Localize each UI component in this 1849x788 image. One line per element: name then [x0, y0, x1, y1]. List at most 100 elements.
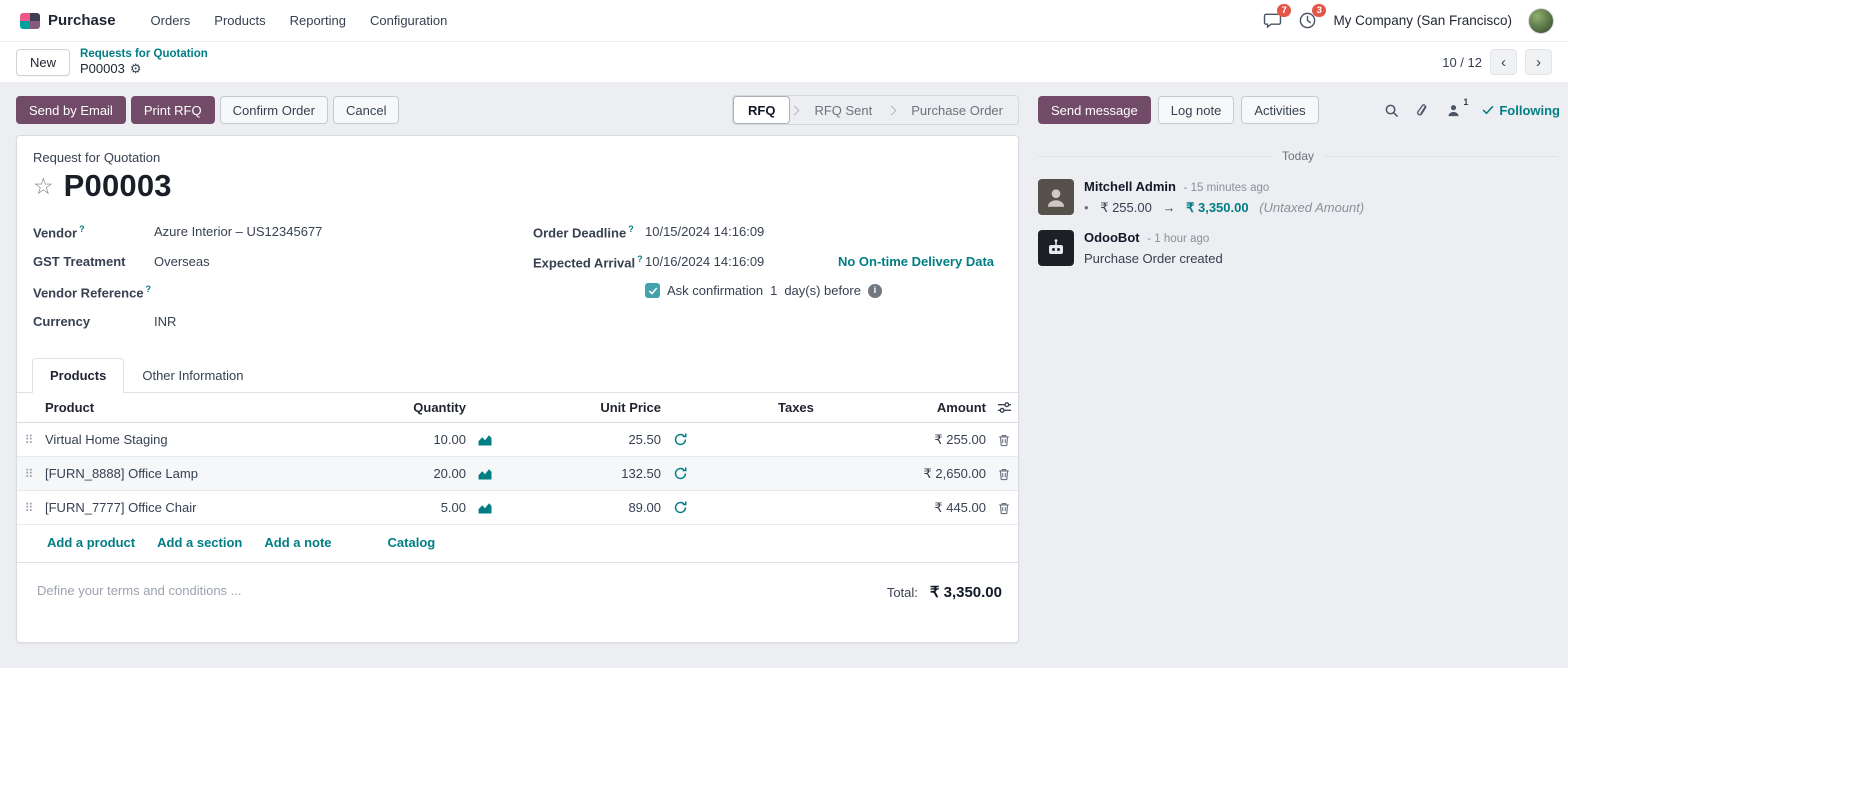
confirmation-days-input[interactable]: 1: [770, 283, 778, 298]
price-history-icon[interactable]: [661, 500, 699, 515]
drag-handle-icon[interactable]: ⠿: [24, 466, 34, 481]
add-a-product-link[interactable]: Add a product: [47, 535, 136, 550]
expected-arrival-label: Expected Arrival?: [533, 253, 643, 270]
user-avatar[interactable]: [1528, 7, 1554, 34]
product-header[interactable]: Product: [45, 400, 95, 415]
confirm-order-button[interactable]: Confirm Order: [219, 96, 328, 124]
unit-price-cell[interactable]: 132.50: [621, 466, 661, 481]
gst-treatment-value[interactable]: Overseas: [154, 253, 210, 269]
help-icon: ?: [628, 223, 634, 234]
unit-price-cell[interactable]: 25.50: [628, 432, 661, 447]
company-switcher[interactable]: My Company (San Francisco): [1333, 13, 1512, 28]
product-cell[interactable]: Virtual Home Staging: [45, 432, 168, 447]
pager-previous-icon[interactable]: ‹: [1490, 49, 1517, 75]
forecast-icon[interactable]: [466, 466, 504, 482]
quantity-cell[interactable]: 5.00: [440, 500, 466, 515]
optional-columns-icon[interactable]: [990, 400, 1018, 415]
product-cell[interactable]: [FURN_8888] Office Lamp: [45, 466, 198, 481]
clock-icon: [1300, 12, 1316, 29]
pager-next-icon[interactable]: ›: [1525, 49, 1552, 75]
tracking-field-name: (Untaxed Amount): [1259, 199, 1365, 215]
control-panel: Send by Email Print RFQ Confirm Order Ca…: [0, 95, 1568, 125]
table-row: ⠿ Virtual Home Staging 10.00 25.50 ₹ 255…: [17, 423, 1018, 457]
order-deadline-value[interactable]: 10/15/2024 14:16:09: [645, 223, 765, 239]
log-note-button[interactable]: Log note: [1157, 96, 1235, 124]
menu-configuration[interactable]: Configuration: [369, 13, 448, 28]
drag-handle-icon[interactable]: ⠿: [24, 432, 34, 447]
delete-row-icon[interactable]: [990, 433, 1018, 447]
search-messages-icon[interactable]: [1384, 103, 1399, 118]
ask-confirmation-row: Ask confirmation 1 day(s) before i: [645, 278, 1002, 303]
drag-handle-icon[interactable]: ⠿: [24, 500, 34, 515]
chatter-icons: 1: [1384, 97, 1468, 118]
price-history-icon[interactable]: [661, 466, 699, 481]
add-a-section-link[interactable]: Add a section: [157, 535, 243, 550]
tracking-old-value: ₹ 255.00: [1100, 199, 1152, 215]
gear-icon[interactable]: ⚙: [129, 61, 142, 77]
breadcrumb-parent-link[interactable]: Requests for Quotation: [80, 47, 208, 60]
price-history-icon[interactable]: [661, 432, 699, 447]
cancel-button[interactable]: Cancel: [332, 96, 400, 124]
status-rfq[interactable]: RFQ: [732, 96, 791, 124]
status-rfq-sent[interactable]: RFQ Sent: [814, 102, 873, 118]
doc-type-label: Request for Quotation: [33, 150, 161, 165]
forecast-icon[interactable]: [466, 432, 504, 448]
expected-arrival-value[interactable]: 10/16/2024 14:16:09: [645, 253, 765, 269]
messages-icon[interactable]: 7: [1263, 4, 1292, 30]
menu-products[interactable]: Products: [214, 13, 266, 28]
tab-products[interactable]: Products: [32, 358, 125, 393]
info-icon[interactable]: i: [867, 283, 882, 298]
pager-value[interactable]: 10 / 12: [1442, 54, 1482, 70]
favorite-star-icon[interactable]: ☆: [33, 172, 54, 199]
new-button[interactable]: New: [16, 48, 71, 76]
taxes-cell[interactable]: [699, 433, 899, 446]
fields-left-column: Vendor? Azure Interior – US12345677 GST …: [33, 218, 533, 338]
vendor-value[interactable]: Azure Interior – US12345677: [154, 223, 323, 239]
status-purchase-order[interactable]: Purchase Order: [911, 102, 1003, 118]
tab-other-information[interactable]: Other Information: [142, 368, 244, 383]
taxes-cell[interactable]: [699, 501, 899, 514]
menu-reporting[interactable]: Reporting: [289, 13, 346, 28]
currency-value[interactable]: INR: [154, 313, 177, 329]
catalog-link[interactable]: Catalog: [387, 535, 436, 550]
print-rfq-button[interactable]: Print RFQ: [130, 96, 215, 124]
delete-row-icon[interactable]: [990, 467, 1018, 481]
help-icon: ?: [145, 283, 152, 294]
amount-cell: ₹ 255.00: [934, 431, 986, 447]
terms-and-conditions-input[interactable]: Define your terms and conditions ...: [37, 583, 242, 598]
nav-right: 7 3 My Company (San Francisco): [1263, 4, 1554, 34]
chevron-right-icon: [789, 105, 800, 115]
delete-row-icon[interactable]: [990, 501, 1018, 515]
activities-icon[interactable]: 3: [1298, 4, 1327, 30]
activities-button[interactable]: Activities: [1241, 96, 1319, 124]
currency-field: Currency INR: [33, 308, 533, 338]
followers-icon[interactable]: 1: [1446, 97, 1468, 118]
chatter-message: Mitchell Admin - 15 minutes ago • ₹ 255.…: [1038, 179, 1558, 216]
send-by-email-button[interactable]: Send by Email: [16, 96, 126, 124]
following-toggle[interactable]: Following: [1482, 103, 1560, 118]
check-icon: [1483, 105, 1494, 115]
attachment-icon[interactable]: [1415, 103, 1430, 118]
forecast-icon[interactable]: [466, 500, 504, 516]
breadcrumb: Requests for Quotation P00003 ⚙: [80, 47, 208, 78]
vendor-reference-label: Vendor Reference?: [33, 283, 152, 300]
taxes-cell[interactable]: [699, 467, 899, 480]
record-pager: 10 / 12 ‹ ›: [1442, 49, 1552, 75]
gst-treatment-label: GST Treatment: [33, 253, 126, 269]
product-cell[interactable]: [FURN_7777] Office Chair: [45, 500, 197, 515]
app-switcher[interactable]: Purchase: [14, 8, 122, 33]
ask-confirmation-checkbox[interactable]: [645, 283, 660, 298]
add-a-note-link[interactable]: Add a note: [264, 535, 332, 550]
terms-total-row: Define your terms and conditions ... Tot…: [33, 563, 1002, 601]
amount-header[interactable]: Amount: [936, 400, 986, 415]
unit-price-cell[interactable]: 89.00: [628, 500, 661, 515]
quantity-header[interactable]: Quantity: [413, 400, 466, 415]
unit-price-header[interactable]: Unit Price: [600, 400, 661, 415]
send-message-button[interactable]: Send message: [1038, 96, 1151, 124]
taxes-header[interactable]: Taxes: [778, 400, 814, 415]
on-time-delivery-link[interactable]: No On-time Delivery Data: [837, 253, 994, 269]
quantity-cell[interactable]: 20.00: [433, 466, 466, 481]
menu-orders[interactable]: Orders: [150, 13, 191, 28]
form-controls: Send by Email Print RFQ Confirm Order Ca…: [0, 95, 1019, 125]
quantity-cell[interactable]: 10.00: [433, 432, 466, 447]
